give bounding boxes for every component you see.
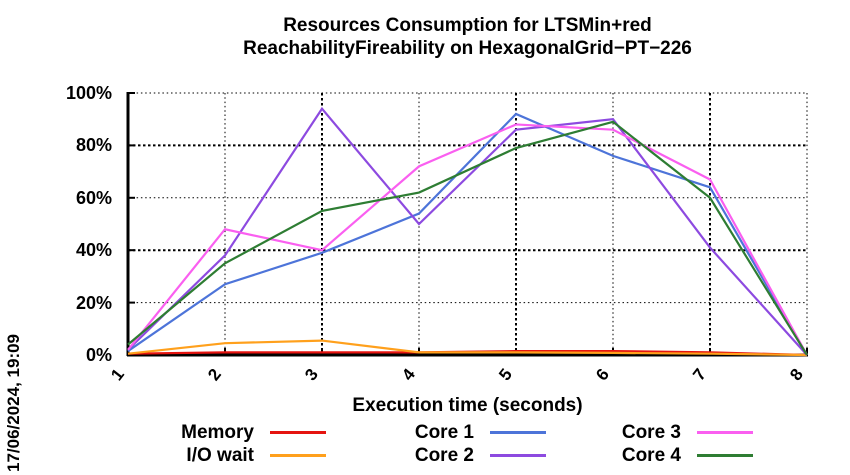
legend-label: Memory [181, 421, 254, 443]
series-line-core-4 [127, 120, 808, 356]
legend-item: Core 4 [577, 444, 753, 467]
chart-title-line2: ReachabilityFireability on HexagonalGrid… [243, 38, 692, 59]
y-tick-label: 40% [75, 240, 112, 261]
legend-line-swatch [697, 431, 753, 434]
series-line-core-1 [127, 112, 808, 356]
legend-item: Core 2 [370, 444, 546, 467]
legend-label: Core 1 [414, 421, 474, 443]
series-line-core-2 [127, 106, 808, 356]
legend-line-swatch [490, 454, 546, 457]
chart-title-line1: Resources Consumption for LTSMin+red [283, 15, 652, 36]
y-tick-label: 0% [85, 345, 112, 365]
series-line-i-o-wait [127, 339, 808, 357]
x-axis-title: Execution time (seconds) [352, 395, 583, 416]
legend-label: I/O wait [186, 444, 254, 466]
y-tick-label: 100% [65, 83, 112, 103]
legend-line-swatch [270, 431, 326, 434]
legend-line-swatch [490, 431, 546, 434]
legend-item: Memory [150, 421, 326, 444]
legend-label: Core 2 [414, 444, 474, 466]
y-tick-label: 80% [75, 135, 112, 156]
legend-line-swatch [697, 454, 753, 457]
series-line-core-3 [127, 123, 808, 356]
legend-column: Memory I/O wait [150, 421, 326, 467]
legend-item: Core 1 [370, 421, 546, 444]
timestamp: 17/06/2024, 19:09 [4, 333, 23, 472]
legend-item: I/O wait [150, 444, 326, 467]
legend-label: Core 4 [621, 444, 681, 466]
y-tick-label: 60% [75, 187, 112, 208]
y-tick-label: 20% [75, 292, 112, 313]
legend-item: Core 3 [577, 421, 753, 444]
legend-column: Core 1 Core 2 [370, 421, 546, 467]
chart-title: Resources Consumption for LTSMin+red Rea… [128, 14, 807, 60]
legend-column: Core 3 Core 4 [577, 421, 753, 467]
legend-line-swatch [270, 454, 326, 457]
legend-label: Core 3 [621, 421, 681, 443]
